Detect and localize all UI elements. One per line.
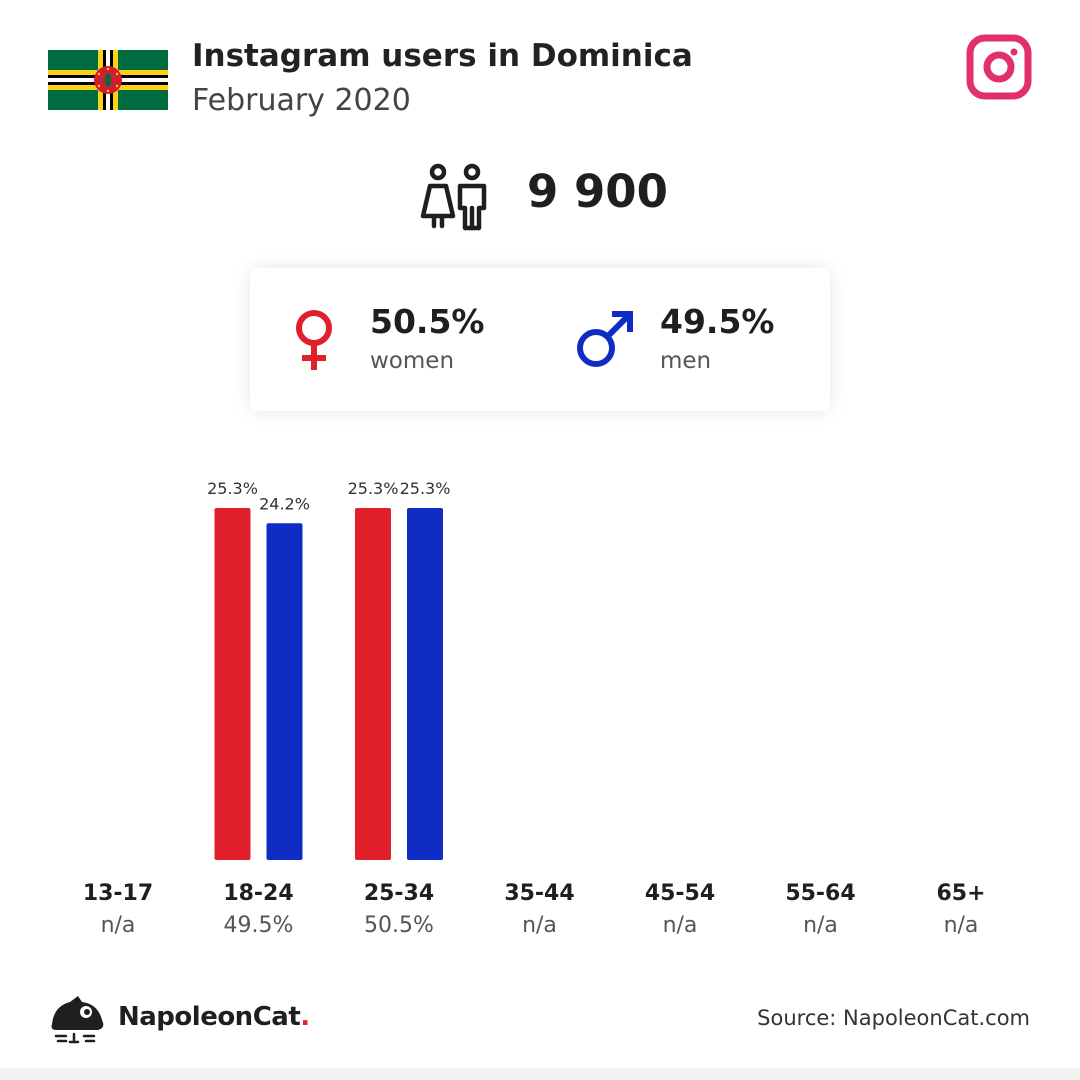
- category-label: 35-44: [504, 881, 574, 906]
- bar-value-label: 24.2%: [259, 494, 310, 513]
- page-title: Instagram users in Dominica: [192, 38, 693, 74]
- bar: [214, 508, 251, 860]
- bar: [407, 508, 443, 860]
- category-total: n/a: [101, 913, 136, 938]
- category-label: 55-64: [785, 881, 855, 906]
- male-symbol-icon: [574, 308, 638, 372]
- total-users-value: 9 900: [527, 165, 668, 218]
- category-total: n/a: [522, 913, 557, 938]
- category-label: 65+: [936, 881, 985, 906]
- bar-value-label: 25.3%: [400, 479, 451, 498]
- gender-card: [250, 268, 830, 411]
- category-total: 50.5%: [364, 913, 434, 938]
- category-label: 13-17: [83, 881, 153, 906]
- footer-bar: [0, 1068, 1080, 1080]
- category-total: 49.5%: [224, 913, 294, 938]
- bar: [355, 508, 391, 860]
- brand-dot: .: [300, 1002, 310, 1032]
- female-symbol-icon: [282, 308, 346, 372]
- bar-value-label: 25.3%: [348, 479, 399, 498]
- category-total: n/a: [944, 913, 979, 938]
- men-percentage: 49.5%: [660, 302, 775, 341]
- category-label: 25-34: [364, 881, 434, 906]
- men-label: men: [660, 348, 712, 374]
- source-text: Source: NapoleonCat.com: [757, 1006, 1030, 1030]
- women-percentage: 50.5%: [370, 302, 485, 341]
- napoleoncat-logo-icon: [48, 994, 108, 1044]
- category-label: 18-24: [223, 881, 293, 906]
- users-icon: [420, 162, 492, 232]
- women-label: women: [370, 348, 455, 374]
- bar-value-label: 25.3%: [207, 479, 258, 498]
- dominica-flag-icon: [48, 50, 168, 110]
- bar: [266, 523, 303, 860]
- category-label: 45-54: [645, 881, 715, 906]
- instagram-icon: [966, 34, 1032, 100]
- category-total: n/a: [663, 913, 698, 938]
- page-subtitle: February 2020: [192, 83, 411, 118]
- brand-name-text: NapoleonCat: [118, 1002, 301, 1032]
- category-total: n/a: [803, 913, 838, 938]
- brand-name: NapoleonCat.: [118, 1002, 310, 1032]
